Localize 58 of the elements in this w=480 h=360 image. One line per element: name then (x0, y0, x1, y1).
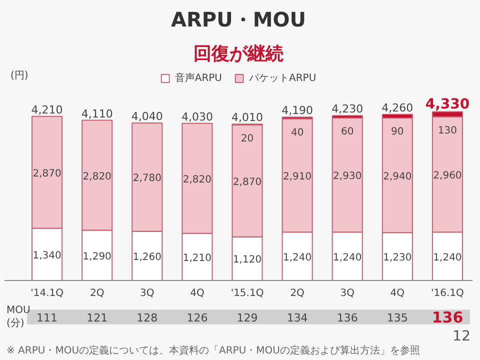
data-label: 1,230 (383, 252, 412, 264)
data-label: 1,340 (32, 250, 62, 262)
total-label: 4,260 (382, 101, 414, 114)
text: 129 (236, 311, 258, 324)
legend-label: パケットARPU (249, 72, 316, 85)
text: 134 (286, 311, 308, 324)
x-tick-label: 2Q (90, 288, 104, 299)
data-label: 2,960 (433, 170, 462, 182)
data-label: 2,870 (32, 168, 62, 180)
text: 126 (186, 311, 208, 324)
x-tick-label: '16.1Q (431, 288, 464, 299)
y-axis-title: (円) (10, 70, 28, 82)
data-label: 2,940 (383, 171, 412, 182)
data-label: 90 (391, 126, 404, 138)
chart-subtitle: 回復が継続 (194, 44, 284, 64)
x-tick-label: 3Q (140, 288, 154, 299)
data-label: 1,260 (132, 252, 162, 263)
total-label: 4,190 (282, 104, 314, 118)
x-tick-label: '14.1Q (30, 288, 64, 299)
data-label: 2,820 (182, 174, 212, 186)
text: 111 (36, 311, 58, 324)
total-label: 4,010 (232, 111, 264, 124)
data-label: 130 (438, 125, 458, 136)
legend-label: 音声ARPU (174, 72, 222, 85)
x-tick-label: '15.1Q (230, 288, 264, 299)
data-label: 2,820 (82, 171, 112, 182)
chart-title: ARPU・MOU (171, 8, 306, 32)
data-label: 2,930 (333, 171, 362, 182)
text: 135 (386, 311, 408, 324)
text: MOU (分) (6, 304, 30, 330)
x-tick-label: 3Q (340, 288, 355, 299)
data-label: 1,120 (232, 254, 262, 266)
text: ※ ARPU・MOUの定義については、本資料の「ARPU・MOUの定義および算出方法」を参照 (6, 344, 420, 357)
x-tick-label: 2Q (290, 288, 305, 299)
data-label: 2,870 (232, 176, 262, 188)
text: 12 (452, 328, 471, 345)
total-label: 4,210 (31, 103, 63, 116)
x-tick-label: 4Q (190, 288, 204, 299)
data-label: 2,910 (283, 171, 312, 182)
total-label: 4,110 (81, 107, 113, 120)
data-label: 2,780 (132, 173, 162, 184)
text: 121 (86, 311, 108, 324)
data-label: 1,240 (333, 252, 362, 264)
total-label: 4,040 (131, 110, 163, 124)
data-label: 1,210 (182, 252, 212, 264)
total-label: 4,330 (425, 96, 470, 113)
data-label: 1,240 (283, 252, 312, 264)
data-label: 1,290 (82, 251, 112, 262)
data-label: 60 (341, 126, 354, 138)
text: 128 (136, 311, 158, 324)
text: 136 (432, 308, 464, 326)
total-label: 4,030 (181, 110, 213, 124)
data-label: 20 (240, 134, 254, 145)
data-label: 40 (290, 127, 304, 138)
data-label: 1,240 (433, 252, 462, 264)
text: 136 (336, 311, 358, 324)
total-label: 4,230 (332, 102, 364, 116)
x-tick-label: 4Q (390, 288, 405, 299)
